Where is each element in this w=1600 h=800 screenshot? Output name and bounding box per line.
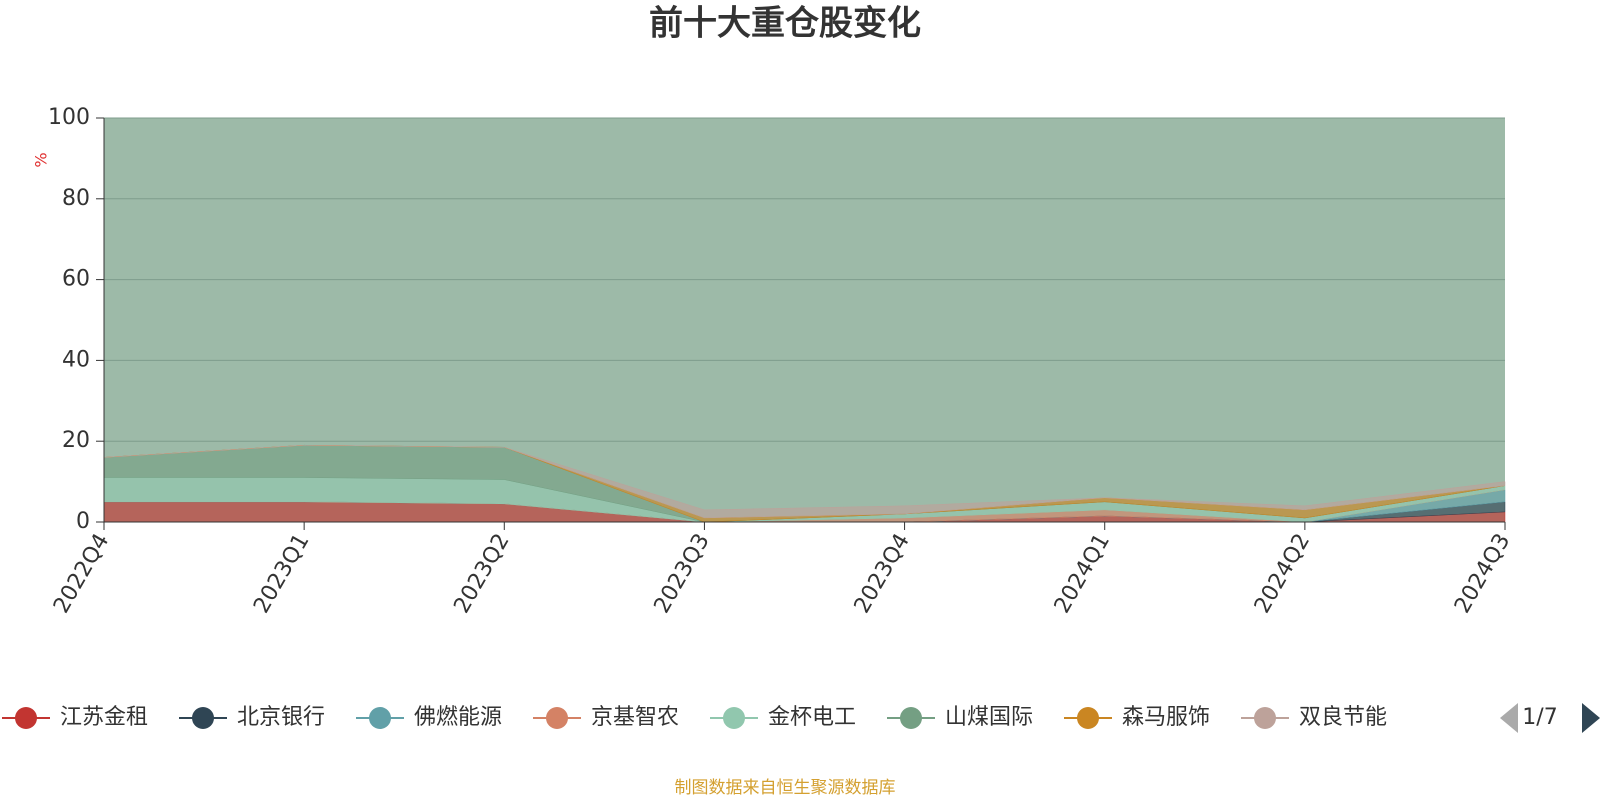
legend-marker: [369, 707, 391, 729]
x-tick-label: 2024Q2: [1250, 530, 1315, 618]
pager-next[interactable]: [1582, 703, 1600, 733]
x-tick-label: 2023Q3: [650, 530, 715, 618]
legend: 江苏金租 北京银行 佛燃能源 京基智农 金杯电工 山煤国际 森马服饰 双良节能: [2, 705, 1387, 730]
legend-label[interactable]: 双良节能: [1299, 705, 1387, 730]
x-tick-label: 2023Q4: [850, 530, 915, 618]
source-note: 制图数据来自恒生聚源数据库: [675, 778, 896, 798]
y-tick-label: 0: [76, 509, 90, 534]
area: [103, 444, 1506, 519]
y-tick-label: 40: [62, 347, 90, 372]
legend-label[interactable]: 京基智农: [591, 705, 679, 730]
legend-marker: [1077, 707, 1099, 729]
pager-prev[interactable]: [1500, 703, 1518, 733]
legend-marker: [1254, 707, 1276, 729]
legend-label[interactable]: 北京银行: [237, 705, 325, 730]
y-axis-label: %: [32, 152, 51, 167]
legend-label[interactable]: 森马服饰: [1122, 705, 1210, 730]
y-tick-label: 60: [62, 267, 90, 292]
legend-marker: [900, 707, 922, 729]
legend-label[interactable]: 金杯电工: [768, 705, 856, 730]
y-tick-label: 100: [48, 105, 90, 130]
legend-label[interactable]: 佛燃能源: [414, 705, 502, 730]
legend-label[interactable]: 山煤国际: [945, 705, 1033, 730]
x-tick-label: 2024Q1: [1050, 530, 1115, 618]
y-tick-label: 80: [62, 186, 90, 211]
legend-marker: [723, 707, 745, 729]
x-tick-label: 2023Q1: [249, 530, 314, 618]
y-tick-label: 20: [62, 428, 90, 453]
legend-marker: [192, 707, 214, 729]
x-tick-label: 2022Q4: [49, 530, 114, 618]
pager-label: 1/7: [1522, 705, 1557, 730]
x-tick-label: 2024Q3: [1450, 530, 1515, 618]
x-tick-label: 2023Q2: [449, 530, 514, 618]
legend-marker: [546, 707, 568, 729]
legend-label[interactable]: 江苏金租: [60, 705, 148, 730]
chart-title: 前十大重仓股变化: [649, 4, 921, 44]
legend-marker: [15, 707, 37, 729]
